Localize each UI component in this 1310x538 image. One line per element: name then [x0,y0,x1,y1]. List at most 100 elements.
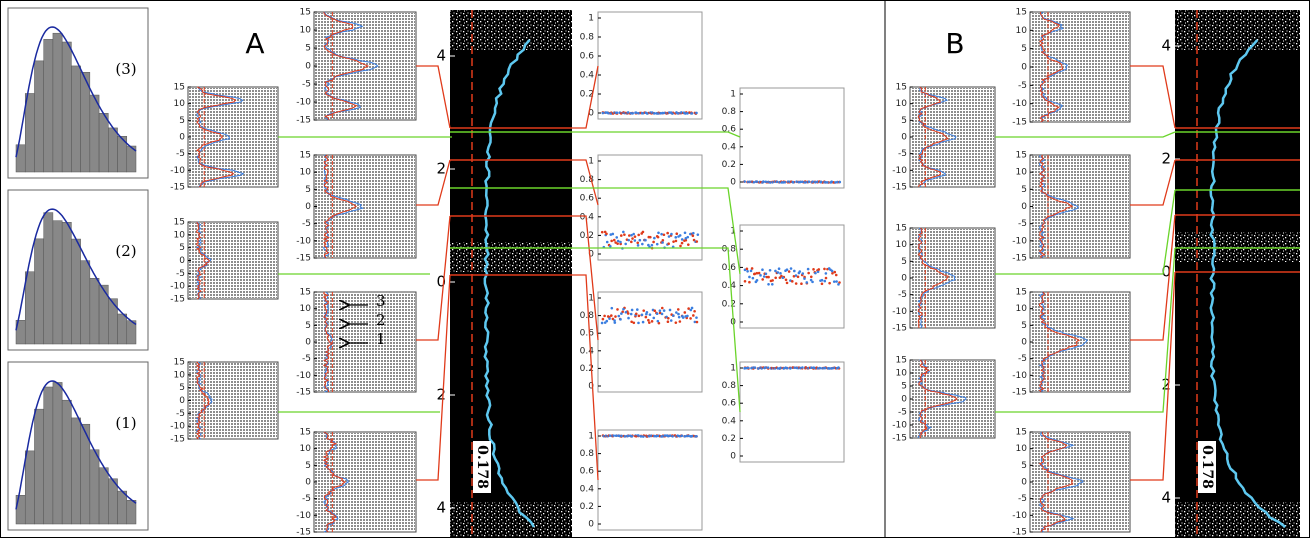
probability-dot [798,270,802,273]
probability-dot [784,278,788,282]
probability-dot [655,242,659,246]
probability-dot [650,243,654,247]
probability-dot [692,231,695,235]
probability-dot [820,278,824,282]
probability-dot [810,366,813,370]
connector [416,159,451,206]
y-tick-label: -5 [302,80,311,90]
probability-dot [832,280,836,283]
probability-dot [826,181,829,184]
probability-dot [674,236,678,239]
y-tick-label: 10 [896,369,908,379]
probability-dot [776,271,780,274]
probability-dot [622,230,625,234]
y-tick-label: -15 [1012,118,1027,128]
histogram-bar [117,490,128,525]
y-tick-label: 1 [588,14,594,24]
y-tick-label: -15 [1012,388,1027,398]
probability-dot [634,312,638,316]
scatter-texture [189,363,277,438]
probability-dot [662,309,666,312]
probability-dot [755,271,759,275]
probability-dot [671,112,674,115]
probability-dot [793,366,797,369]
y-tick-label: 2 [1161,150,1171,168]
probability-dot [814,180,817,184]
probability-dot [622,307,625,311]
y-tick-label: -15 [296,254,311,264]
probability-dot [761,268,764,271]
probability-dot [669,434,672,437]
y-tick-label: 0.6 [580,329,595,339]
y-tick-label: 0.6 [722,125,737,135]
probability-dot [680,238,684,241]
probability-dot [792,275,796,278]
probability-dot [636,244,640,247]
connector [572,65,599,129]
probability-dot [793,269,796,273]
probability-dot [631,112,634,115]
probability-dot [601,317,605,321]
probability-dot [696,233,700,236]
histogram-bar [43,39,54,173]
probability-dot [648,321,651,324]
y-tick-label: 0.2 [722,434,736,444]
density-texture [450,10,572,50]
probability-dot [795,180,798,183]
scatter-texture [911,229,994,327]
connector [1130,65,1176,129]
y-tick-label: 2 [1161,376,1171,394]
y-tick-label: -5 [1018,494,1027,504]
probability-dot [750,267,754,270]
connector [572,131,741,138]
probability-dot [695,320,699,324]
scatter-texture [1031,433,1129,531]
probability-dot [630,320,633,324]
probability-dot [803,277,806,280]
probability-dot [624,310,628,314]
y-tick-label: 0.2 [580,231,594,241]
histogram-bar [108,127,118,173]
probability-dot [766,366,770,369]
profile-trace [1038,154,1074,259]
probability-dot [830,269,834,273]
y-tick-label: 0 [901,133,907,143]
probability-dot [637,111,640,115]
probability-dot [777,267,781,271]
probability-dot [644,238,647,242]
y-tick-label: 15 [300,8,311,18]
probability-dot [824,276,828,280]
probability-dot [684,237,688,240]
y-tick-label: -15 [892,183,907,193]
y-tick-label: 0 [730,452,736,462]
probability-dot [677,312,680,316]
probability-dot [768,268,772,272]
y-tick-label: -10 [892,421,907,431]
probability-dot [695,111,698,115]
probability-dot [660,312,664,316]
y-tick-label: -5 [176,149,185,159]
y-tick-label: 0.6 [580,194,595,204]
probability-dot [764,180,768,184]
profile-trace [1038,431,1074,533]
probability-dot [745,366,748,370]
probability-dot [748,180,752,184]
probability-dot [652,316,656,320]
y-tick-label: 0.8 [722,245,737,255]
probability-dot [605,232,608,236]
y-tick-label: 0 [588,109,594,119]
scatter-texture [1031,293,1129,391]
connector [416,215,451,341]
probability-dot [637,233,640,237]
probability-dot [794,282,798,285]
y-tick-label: 5 [179,383,185,393]
y-tick-label: -5 [1018,81,1027,91]
y-tick-label: 0 [179,133,185,143]
probability-dot [693,309,696,313]
profile-trace [322,431,349,533]
probability-dot [656,319,660,323]
scatter-texture [1031,13,1129,121]
probability-dot [623,233,626,236]
probability-dot [611,317,615,321]
connector [572,247,741,413]
